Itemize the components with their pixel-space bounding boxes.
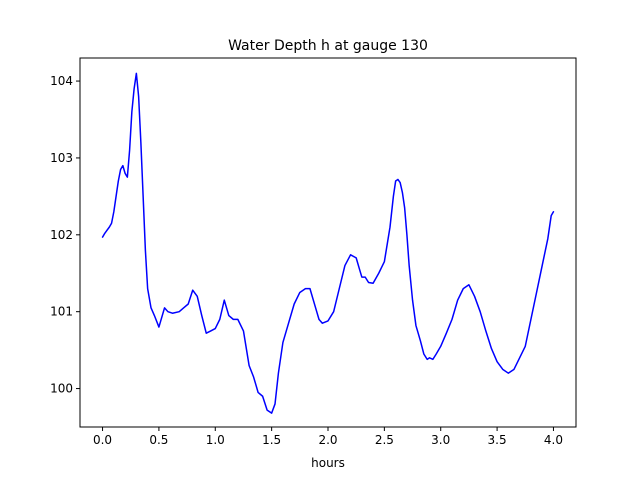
axes-frame	[79, 57, 577, 428]
y-tick-label: 101	[50, 305, 73, 319]
x-tick-label: 0.0	[93, 433, 112, 447]
x-tick-label: 1.0	[206, 433, 225, 447]
y-tick-label: 100	[50, 382, 73, 396]
y-tick-label: 103	[50, 151, 73, 165]
x-tick-label: 3.0	[431, 433, 450, 447]
x-axis-title: hours	[311, 456, 345, 470]
x-tick-label: 0.5	[149, 433, 168, 447]
x-tick-label: 2.0	[318, 433, 337, 447]
y-axis-ticks: 100 101 102 103 104	[50, 74, 80, 396]
x-tick-label: 2.5	[375, 433, 394, 447]
y-tick-label: 104	[50, 74, 73, 88]
y-tick-label: 102	[50, 228, 73, 242]
x-tick-label: 4.0	[544, 433, 563, 447]
plot-area	[101, 72, 555, 414]
chart-title: Water Depth h at gauge 130	[228, 38, 428, 54]
x-tick-label: 1.5	[262, 433, 281, 447]
x-tick-label: 3.5	[488, 433, 507, 447]
series-line-h	[101, 72, 555, 414]
x-axis-ticks: 0.0 0.5 1.0 1.5 2.0 2.5 3.0 3.5 4.0	[93, 427, 563, 447]
